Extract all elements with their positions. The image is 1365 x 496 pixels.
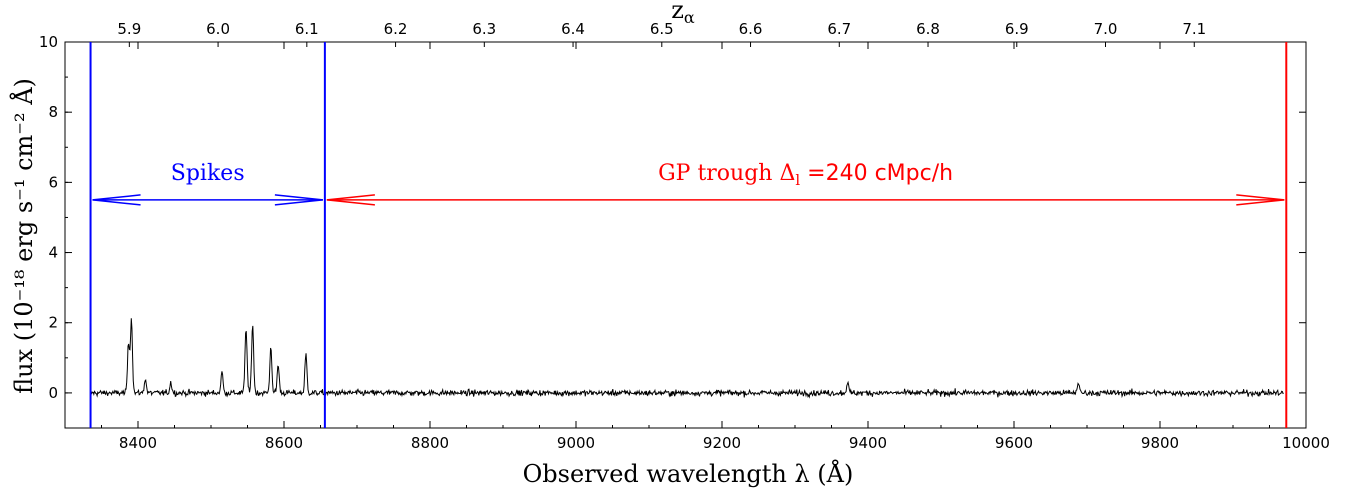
x-tick-label: 9400 — [849, 434, 887, 452]
x-tick-label: 9000 — [557, 434, 595, 452]
x-tick-label: 8400 — [119, 434, 157, 452]
top-tick-label: 6.5 — [650, 20, 674, 38]
y-axis-label: flux (10⁻¹⁸ erg s⁻¹ cm⁻² Å) — [9, 78, 38, 394]
x-tick-label: 10000 — [1282, 434, 1330, 452]
y-tick-label: 2 — [48, 314, 58, 332]
top-tick-label: 6.2 — [384, 20, 408, 38]
y-axis-ticks: 0 2 4 6 8 10 — [39, 33, 1306, 429]
top-axis-ticks: 5.9 6.0 6.1 6.2 6.3 6.4 6.5 6.6 6.7 6.8 6.9 7.0 7.1 — [117, 20, 1206, 47]
x-axis-label: Observed wavelength λ (Å) — [523, 459, 854, 488]
spikes-arrow — [92, 194, 323, 206]
top-tick-label: 6.4 — [561, 20, 585, 38]
gp-trough-label: GP trough Δl =240 cMpc/h — [658, 161, 953, 189]
x-tick-label: 8800 — [411, 434, 449, 452]
y-tick-label: 0 — [48, 384, 58, 402]
top-tick-label: 7.0 — [1094, 20, 1118, 38]
spectrum-line-0 — [90, 318, 1284, 399]
top-tick-label: 6.6 — [739, 20, 763, 38]
plot-area — [64, 41, 1307, 429]
y-tick-label: 10 — [39, 33, 58, 51]
spikes-arrow-head-right — [274, 194, 323, 206]
y-tick-label: 8 — [48, 103, 58, 121]
x-tick-label: 9800 — [1141, 434, 1179, 452]
x-tick-label: 8600 — [265, 434, 303, 452]
top-axis-label: zα — [671, 0, 695, 27]
gp-trough-arrow-head-left — [326, 194, 375, 206]
x-tick-label: 9600 — [995, 434, 1033, 452]
annotations: Spikes GP trough Δl =240 cMpc/h — [92, 161, 1285, 206]
gp-trough-arrow — [326, 194, 1285, 206]
top-tick-label: 6.8 — [916, 20, 940, 38]
top-tick-label: 6.0 — [206, 20, 230, 38]
gp-trough-arrow-head-right — [1236, 194, 1285, 206]
x-tick-label: 9200 — [703, 434, 741, 452]
spikes-label: Spikes — [171, 161, 245, 186]
top-tick-label: 6.7 — [827, 20, 851, 38]
top-tick-label: 5.9 — [117, 20, 141, 38]
top-tick-label: 6.3 — [472, 20, 496, 38]
top-tick-label: 6.1 — [295, 20, 319, 38]
y-tick-label: 4 — [48, 244, 58, 262]
spikes-arrow-head-left — [92, 194, 141, 206]
y-tick-label: 6 — [48, 173, 58, 191]
x-axis-ticks: 8400 8600 8800 9000 9200 9400 9600 9800 10000 — [64, 42, 1330, 452]
top-tick-label: 6.9 — [1005, 20, 1029, 38]
top-tick-label: 7.1 — [1182, 20, 1206, 38]
